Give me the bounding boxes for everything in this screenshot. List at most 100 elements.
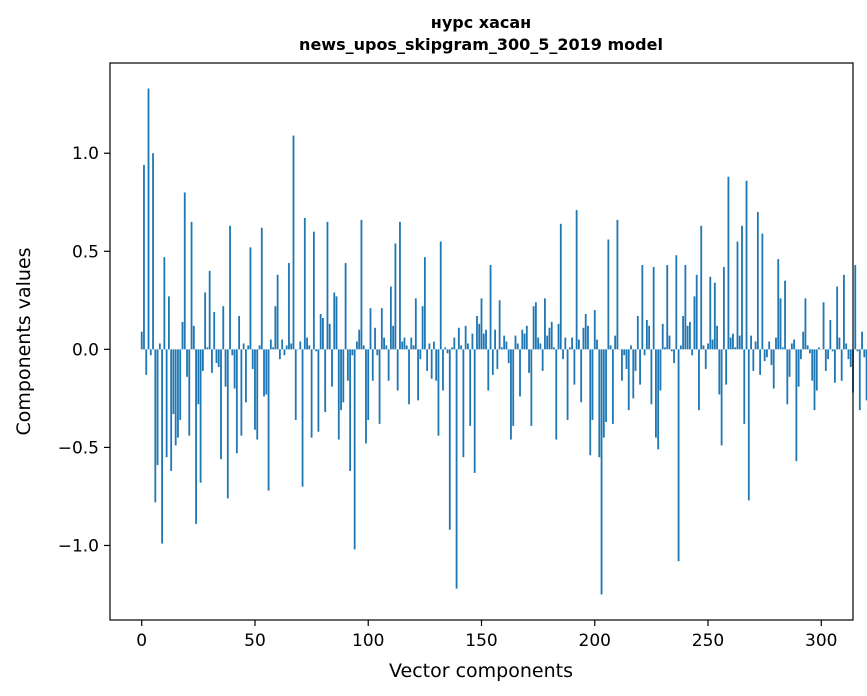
bar <box>686 325 689 350</box>
bar <box>367 349 370 420</box>
bar <box>156 349 159 466</box>
bar <box>249 247 252 350</box>
bar <box>294 349 297 420</box>
y-tick-label: −1.0 <box>58 536 99 556</box>
bar <box>380 308 383 350</box>
bar <box>643 349 646 356</box>
bar <box>815 349 818 391</box>
bar <box>254 349 256 430</box>
bar <box>630 345 632 350</box>
bar <box>720 349 723 446</box>
bar <box>568 347 571 350</box>
bar <box>457 327 460 350</box>
bar <box>489 265 492 350</box>
bar <box>306 337 308 350</box>
bar <box>498 300 501 350</box>
bar <box>750 335 752 350</box>
bar <box>476 316 478 350</box>
y-tick-label: 0.5 <box>72 242 99 262</box>
bar <box>310 349 313 438</box>
bar <box>544 298 546 350</box>
bar <box>836 286 839 350</box>
bar <box>274 306 277 350</box>
bar <box>768 341 771 350</box>
bar <box>777 259 780 350</box>
bar <box>471 333 474 350</box>
bar <box>222 306 225 350</box>
bar <box>523 333 526 350</box>
bar <box>358 329 361 350</box>
bar <box>281 339 284 350</box>
bar <box>582 327 585 350</box>
bar <box>278 349 281 360</box>
bar <box>790 343 793 350</box>
bar <box>652 266 655 350</box>
bar <box>666 265 669 350</box>
bar <box>147 88 150 350</box>
bar <box>181 321 184 350</box>
bar <box>571 337 574 350</box>
bar <box>303 217 306 350</box>
bar <box>322 317 324 350</box>
bar <box>158 343 161 350</box>
bar <box>190 221 193 350</box>
bar <box>188 349 191 436</box>
bar <box>813 349 816 411</box>
bar <box>559 223 562 350</box>
bar <box>553 347 555 350</box>
bar <box>521 329 524 350</box>
bar-series <box>140 88 867 595</box>
bar <box>625 349 628 369</box>
bar <box>469 349 472 426</box>
bar <box>786 349 789 405</box>
bar <box>729 337 732 350</box>
bar <box>353 349 356 550</box>
bar <box>331 349 333 387</box>
bar <box>711 339 714 350</box>
bar <box>732 333 734 350</box>
bar <box>199 349 202 483</box>
bar <box>439 241 442 350</box>
bar <box>387 349 390 381</box>
bar <box>247 345 250 350</box>
bar <box>149 349 152 356</box>
bar <box>240 349 243 436</box>
bar <box>365 349 367 444</box>
bar <box>276 274 279 350</box>
bar <box>709 276 712 350</box>
bar <box>500 347 503 350</box>
bar <box>163 257 166 350</box>
bar <box>145 349 148 375</box>
bar <box>670 349 673 352</box>
bar <box>519 349 521 397</box>
bar <box>211 349 213 373</box>
bar <box>845 343 848 350</box>
bar <box>537 337 540 350</box>
bar <box>607 239 610 350</box>
bar <box>507 349 510 364</box>
bar <box>528 349 530 373</box>
bar <box>510 349 512 440</box>
bar <box>718 349 721 395</box>
bar <box>242 343 245 350</box>
bar <box>423 257 426 350</box>
bar <box>376 349 379 356</box>
bar <box>272 347 274 350</box>
bar <box>614 335 617 350</box>
bar <box>235 349 238 454</box>
bar <box>396 349 399 391</box>
bar <box>394 243 397 350</box>
bar <box>453 337 456 350</box>
bar <box>263 349 265 397</box>
bar <box>838 337 841 350</box>
bar <box>861 331 863 350</box>
bar <box>229 225 231 350</box>
bar <box>378 349 381 424</box>
bar <box>206 347 209 350</box>
bar <box>797 349 800 387</box>
bar <box>741 225 743 350</box>
bar <box>362 345 365 350</box>
bar <box>351 349 354 356</box>
bar <box>847 349 850 360</box>
